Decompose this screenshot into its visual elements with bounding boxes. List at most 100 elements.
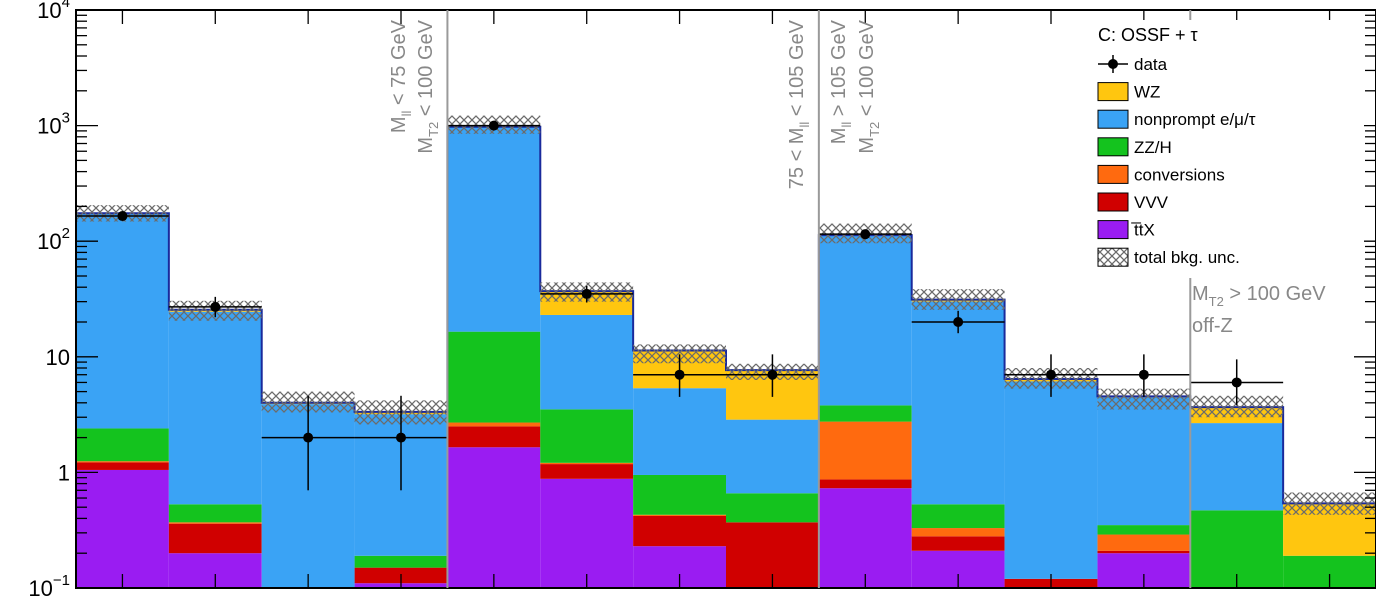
bar-segment: [911, 536, 1005, 551]
y-tick-label: 10: [46, 345, 70, 370]
bar-segment: [1097, 525, 1191, 535]
bar-segment: [447, 331, 541, 423]
bar-segment: [76, 428, 169, 462]
legend-entry: ZZ/H: [1097, 137, 1172, 157]
legend-label: VVV: [1134, 193, 1169, 212]
legend-label: conversions: [1134, 165, 1225, 184]
bar-segment: [633, 474, 726, 515]
data-point: [488, 120, 499, 131]
bar-segment: [447, 447, 541, 588]
legend-swatch: [1097, 220, 1129, 240]
bar-segment: [447, 422, 541, 427]
bar-segment: [818, 421, 912, 480]
bar-segment: [633, 514, 726, 516]
legend-swatch: [1097, 164, 1129, 184]
bar-segment: [540, 464, 634, 479]
bar-segment: [911, 528, 1005, 537]
axes: 10−1 1 10 102 103 104: [28, 0, 1376, 601]
bar-segment: [818, 235, 912, 406]
data-point: [396, 432, 406, 443]
y-tick-label: 102: [37, 225, 70, 254]
region-label: MT2 < 100 GeV: [856, 19, 882, 153]
uncertainty-band: [1283, 492, 1376, 515]
bar-segment: [911, 504, 1005, 529]
uncertainty-band: [633, 344, 726, 364]
legend-entry: WZ: [1097, 82, 1160, 102]
legend-swatch: [1097, 137, 1129, 157]
legend-swatch: [1097, 247, 1129, 267]
bar-segment: [633, 515, 726, 547]
bar-segment: [540, 462, 634, 465]
region-label: MT2 < 100 GeV: [415, 19, 441, 153]
bar-segment: [1097, 550, 1191, 554]
legend-entry: conversions: [1097, 164, 1225, 184]
bar-segment: [168, 523, 262, 554]
bar-segment: [1190, 423, 1284, 511]
legend-background: [1084, 20, 1364, 278]
bar-segment: [76, 462, 169, 470]
y-tick-label: 104: [37, 0, 70, 23]
data-point: [210, 301, 221, 312]
bar-segment: [1097, 534, 1191, 551]
data-point: [767, 369, 778, 380]
data-point: [1138, 369, 1149, 380]
bar-segment: [168, 504, 262, 523]
legend-swatch: [1097, 82, 1129, 102]
bar-segment: [1097, 397, 1191, 526]
legend-title: C: OSSF + τ: [1098, 25, 1198, 45]
bar-segment: [633, 388, 726, 475]
bar-segment: [540, 314, 634, 410]
bar-segment: [447, 127, 541, 332]
bar-segment: [818, 488, 912, 588]
legend-entry: t̅tX: [1097, 220, 1155, 240]
bar-segment: [818, 405, 912, 422]
region-label: MT2 > 100 GeV: [1192, 283, 1326, 309]
data-points: [76, 120, 1284, 491]
data-point: [674, 369, 685, 380]
uncertainty-band: [1097, 388, 1191, 410]
y-tick-label: 1: [58, 460, 70, 485]
bar-segment: [911, 301, 1005, 505]
legend-label: data: [1134, 55, 1168, 74]
bar-segment: [1004, 381, 1098, 579]
legend-entry: nonprompt e/μ/τ: [1097, 109, 1256, 129]
region-label: Mll < 75 GeV: [388, 19, 414, 133]
data-point: [953, 317, 964, 328]
legend-label: ZZ/H: [1134, 138, 1172, 157]
data-point: [1046, 369, 1056, 380]
legend-label: t̅tX: [1131, 221, 1155, 240]
legend-entry: VVV: [1097, 192, 1169, 212]
bar-segment: [354, 555, 448, 568]
legend: C: OSSF + τ data WZ nonprompt e/μ/τ ZZ/H conv…: [1084, 20, 1364, 278]
legend-label: total bkg. unc.: [1134, 248, 1240, 267]
region-label: off-Z: [1192, 315, 1233, 337]
legend-marker: [1108, 59, 1118, 69]
plot-frame: [75, 9, 1376, 589]
uncertainty-bands: [76, 115, 1376, 515]
bar-segment: [76, 469, 169, 588]
bar-segment: [447, 426, 541, 448]
bar-segment: [540, 409, 634, 463]
uncertainty-band: [911, 289, 1005, 310]
legend-entry: total bkg. unc.: [1097, 247, 1240, 267]
legend-swatch: [1097, 192, 1129, 212]
y-tick-label: 103: [37, 110, 70, 139]
bar-segment: [168, 311, 262, 505]
data-point: [1231, 377, 1242, 388]
legend-label: nonprompt e/μ/τ: [1134, 110, 1256, 129]
bar-segment: [168, 522, 262, 524]
data-point: [581, 288, 592, 299]
region-label: 75 < Mll < 105 GeV: [786, 19, 812, 189]
legend-label: WZ: [1134, 83, 1160, 102]
data-point: [303, 432, 314, 443]
bar-segment: [76, 461, 169, 463]
region-label: Mll > 105 GeV: [828, 19, 854, 144]
data-point: [117, 211, 128, 222]
uncertainty-band: [1190, 395, 1284, 418]
data-point: [860, 229, 871, 240]
bar-segment: [726, 419, 819, 494]
y-tick-label: 10−1: [28, 572, 70, 601]
bar-segment: [76, 213, 169, 429]
